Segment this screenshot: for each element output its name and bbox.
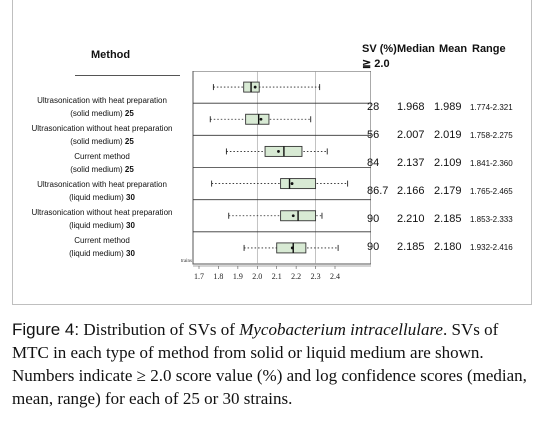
sv-value: 90 — [367, 241, 380, 253]
median-value: 2.137 — [397, 157, 425, 169]
mean-value: 2.185 — [434, 213, 462, 225]
caption-organism: Mycobacterium intracellulare — [239, 320, 443, 339]
range-value: 1.774-2.321 — [470, 103, 513, 112]
mean-value: 2.180 — [434, 241, 462, 253]
figure-caption: Figure 4: Distribution of SVs of Mycobac… — [12, 320, 527, 408]
mean-point — [277, 150, 280, 153]
row-2-label: Ultrasonication without heat preparation… — [31, 124, 173, 146]
sv-value: 90 — [367, 213, 380, 225]
method-header: Method — [91, 49, 131, 61]
sv-value: 28 — [367, 101, 380, 113]
mean-point — [291, 214, 295, 218]
mean-header: Mean — [439, 43, 468, 55]
row-4-label: Ultrasonication with heat preparation (li… — [37, 180, 167, 202]
x-tick-label: 2.0 — [252, 272, 262, 281]
range-value: 1.765-2.465 — [470, 187, 513, 196]
x-tick-label: 2.4 — [330, 272, 340, 281]
mean-value: 2.109 — [434, 157, 462, 169]
row-1-label: Ultrasonication with heat preparation (so… — [37, 96, 167, 118]
x-tick-label: 1.8 — [213, 272, 223, 281]
sv-value: 84 — [367, 157, 380, 169]
sv-header: SV (%) — [362, 43, 397, 55]
median-header: Median — [397, 43, 435, 55]
range-value: 1.932-2.416 — [470, 243, 513, 252]
figure-4-panel: Method SV (%) ≧ 2.0 Median Mean Range Ul… — [12, 0, 532, 305]
x-tick-label: 2.2 — [291, 272, 301, 281]
boxplot-chart: strains 1.7 1.8 1.9 2.0 2.1 2.2 2.3 2.4 — [181, 71, 371, 281]
median-value: 1.968 — [397, 101, 425, 113]
median-value: 2.210 — [397, 213, 425, 225]
mean-point — [290, 246, 294, 250]
range-header: Range — [472, 43, 506, 55]
strains-axis-label: strains — [181, 259, 192, 264]
sv-value: 56 — [367, 129, 380, 141]
range-value: 1.841-2.360 — [470, 159, 513, 168]
row-6-label: Current method (liquid medium) 30 — [69, 236, 135, 258]
mean-value: 1.989 — [434, 101, 462, 113]
median-value: 2.007 — [397, 129, 425, 141]
header-rule — [75, 75, 180, 76]
x-tick-label: 1.7 — [194, 272, 204, 281]
caption-label: Figure 4: — [12, 320, 80, 339]
x-tick-label: 2.1 — [272, 272, 282, 281]
sv-value: 86.7 — [367, 185, 389, 197]
mean-point — [290, 182, 294, 185]
mean-point — [259, 117, 263, 121]
sv-threshold-header: ≧ 2.0 — [362, 58, 390, 70]
range-value: 1.758-2.275 — [470, 131, 513, 140]
iqr-box — [280, 178, 317, 190]
row-5-label: Ultrasonication without heat preparation… — [31, 208, 173, 230]
mean-value: 2.019 — [434, 129, 462, 141]
median-value: 2.166 — [397, 185, 425, 197]
range-value: 1.853-2.333 — [470, 215, 513, 224]
median-value: 2.185 — [397, 241, 425, 253]
x-tick-label: 2.3 — [311, 272, 321, 281]
iqr-box — [245, 113, 270, 125]
mean-value: 2.179 — [434, 185, 462, 197]
row-3-label: Current method (solid medium) 25 — [70, 152, 134, 174]
x-tick-label: 1.9 — [233, 272, 243, 281]
mean-point — [253, 85, 257, 89]
